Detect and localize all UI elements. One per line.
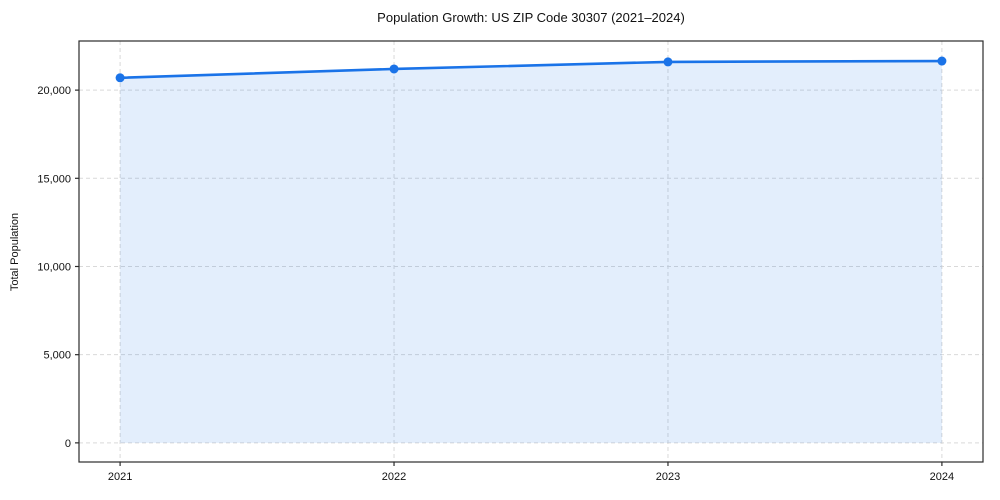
y-axis-label: Total Population (9, 213, 21, 291)
x-tick-label: 2023 (656, 471, 680, 483)
plot-area: 0 5,000 10,000 15,000 20,000 2021 2022 2023 2024 (37, 40, 984, 483)
x-tick-label: 2021 (108, 471, 132, 483)
y-tick-label: 10,000 (37, 261, 71, 273)
y-tick-label: 0 (65, 438, 71, 450)
data-point-2023 (663, 57, 673, 67)
area-fill (120, 61, 942, 443)
axes-spines (78, 40, 984, 463)
y-tick-label: 15,000 (37, 173, 71, 185)
population-line (118, 59, 944, 80)
x-tick-label: 2022 (382, 471, 406, 483)
data-point-2022 (389, 64, 399, 74)
y-tick-label: 20,000 (37, 85, 71, 97)
chart-title: Population Growth: US ZIP Code 30307 (20… (377, 10, 685, 25)
x-tick-label: 2024 (930, 471, 954, 483)
data-point-2021 (115, 73, 125, 83)
data-point-2024 (937, 56, 947, 66)
y-tick-label: 5,000 (43, 350, 71, 362)
